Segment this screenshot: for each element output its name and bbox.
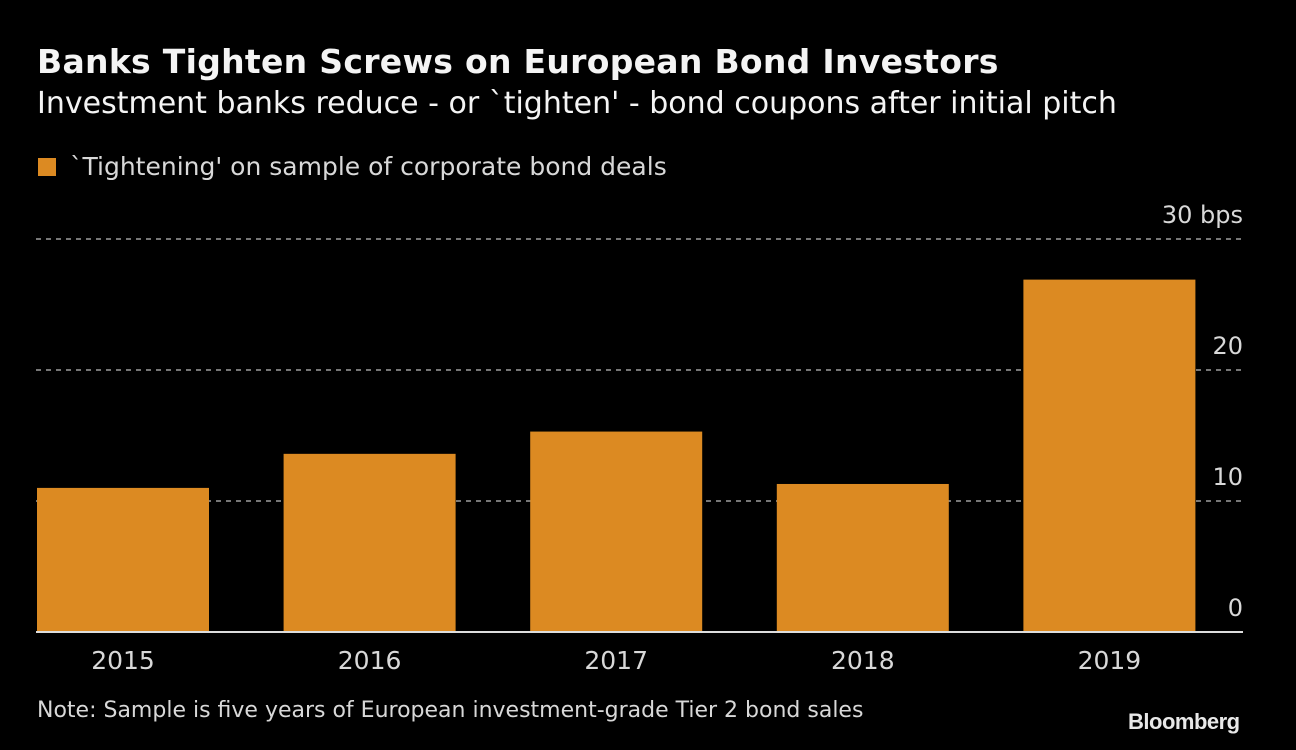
chart-title: Banks Tighten Screws on European Bond In… bbox=[37, 42, 999, 81]
legend: `Tightening' on sample of corporate bond… bbox=[38, 152, 667, 181]
bars bbox=[37, 279, 1196, 632]
y-tick-label-0: 0 bbox=[1228, 594, 1243, 622]
chart-note: Note: Sample is five years of European i… bbox=[37, 698, 864, 723]
chart-subtitle: Investment banks reduce - or `tighten' -… bbox=[37, 86, 1117, 121]
x-tick-label-2019: 2019 bbox=[1078, 646, 1142, 675]
bar-2018 bbox=[776, 483, 949, 632]
x-tick-label-2015: 2015 bbox=[91, 646, 155, 675]
legend-label: `Tightening' on sample of corporate bond… bbox=[70, 152, 667, 181]
x-tick-label-2017: 2017 bbox=[584, 646, 648, 675]
x-tick-label-2018: 2018 bbox=[831, 646, 895, 675]
bar-2016 bbox=[283, 453, 456, 632]
y-tick-label-20: 20 bbox=[1212, 332, 1243, 360]
bar-2015 bbox=[37, 487, 209, 632]
x-axis-ticks: 2015 2016 2017 2018 2019 bbox=[91, 646, 1141, 675]
bloomberg-logo: Bloomberg bbox=[1128, 709, 1240, 734]
y-axis-ticks: 0 10 20 30 bps bbox=[1162, 201, 1243, 622]
legend-swatch bbox=[38, 157, 56, 176]
bar-2017 bbox=[530, 431, 703, 632]
y-tick-label-30: 30 bps bbox=[1162, 201, 1243, 229]
y-tick-label-10: 10 bbox=[1212, 463, 1243, 491]
x-tick-label-2016: 2016 bbox=[338, 646, 402, 675]
bar-2019 bbox=[1023, 279, 1196, 632]
